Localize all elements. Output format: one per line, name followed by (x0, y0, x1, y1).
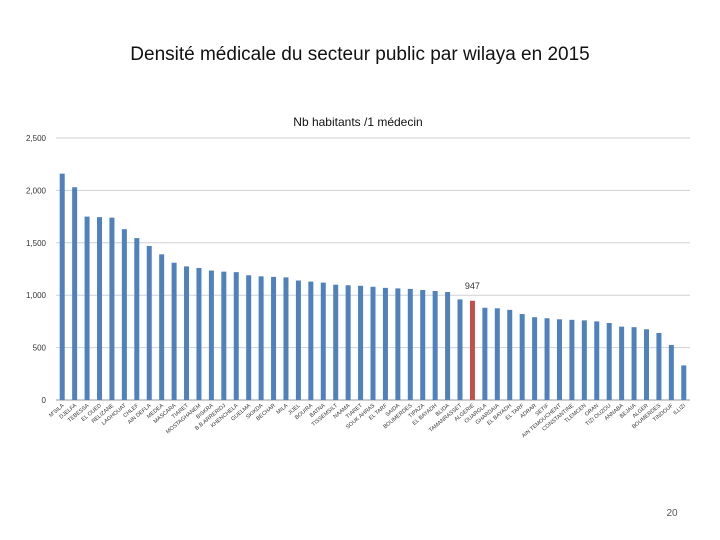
bar (295, 280, 301, 400)
bar (320, 282, 326, 400)
bar (358, 285, 364, 400)
bar (556, 319, 562, 400)
bar (233, 272, 239, 400)
bar (308, 281, 314, 400)
y-tick-label: 500 (33, 344, 47, 353)
bar (457, 299, 463, 400)
chart-title: Nb habitants /1 médecin (293, 115, 422, 129)
bar (333, 284, 339, 400)
bar (246, 275, 252, 400)
bar (345, 285, 351, 400)
bar (432, 291, 438, 400)
bar (97, 217, 103, 400)
bar (420, 289, 426, 400)
bar (445, 292, 451, 400)
y-tick-label: 1,500 (26, 239, 47, 248)
bar (109, 217, 115, 400)
bar (619, 326, 625, 400)
bar (196, 267, 202, 400)
bar (171, 262, 177, 400)
bar (544, 318, 550, 400)
bar (507, 309, 513, 400)
bar (681, 365, 687, 400)
y-tick-label: 1,000 (26, 291, 47, 300)
bar (184, 266, 190, 400)
page-number: 20 (666, 508, 678, 519)
bar (494, 308, 500, 400)
bar (407, 288, 413, 400)
bar (532, 317, 538, 400)
bar (569, 319, 575, 400)
bar (258, 276, 264, 400)
highlight-data-label: 947 (465, 281, 480, 291)
slide-title: Densité médicale du secteur public par w… (130, 44, 590, 65)
bar-highlight (469, 300, 475, 400)
bar (72, 187, 78, 400)
bar (221, 271, 227, 400)
bar (208, 270, 214, 400)
bar (370, 286, 376, 400)
bar (656, 332, 662, 400)
y-axis-tick-labels: 0 500 1,000 1,500 2,000 2,500 (26, 134, 47, 405)
y-tick-label: 2,000 (26, 186, 47, 195)
bar (581, 320, 587, 400)
bar (643, 329, 649, 400)
bar (382, 287, 388, 400)
bar (594, 321, 600, 400)
bar (84, 216, 90, 400)
bars (59, 173, 687, 400)
x-tick-label: MILA (276, 403, 290, 416)
bar (519, 314, 525, 400)
x-tick-label: ILLIZI (672, 403, 687, 417)
y-tick-label: 2,500 (26, 134, 47, 143)
bar (159, 254, 165, 400)
bar (631, 327, 637, 400)
bar (395, 288, 401, 400)
bar (482, 307, 488, 400)
bar (59, 173, 65, 400)
y-tick-label: 0 (42, 396, 47, 405)
bar (271, 276, 277, 400)
bar (146, 245, 152, 400)
bar (283, 277, 289, 400)
bar (606, 322, 612, 400)
bar (134, 238, 140, 400)
bar (668, 344, 674, 400)
bar (121, 229, 127, 400)
